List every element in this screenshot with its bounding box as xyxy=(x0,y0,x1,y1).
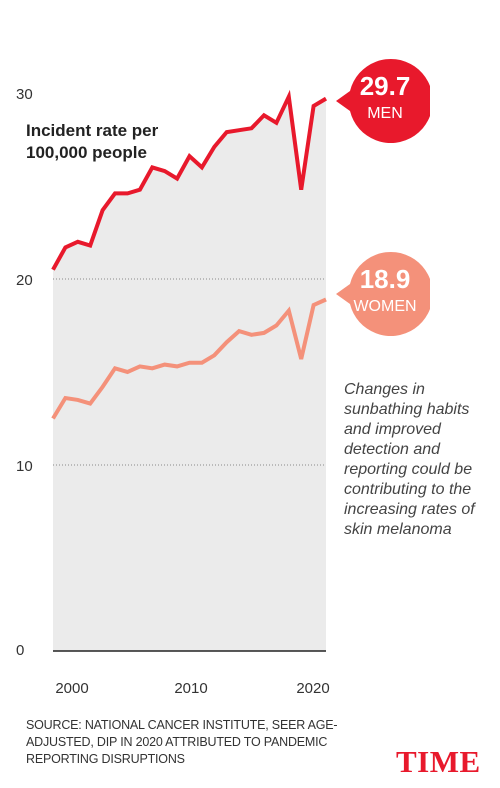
x-tick-label: 2010 xyxy=(174,680,208,697)
x-tick-label: 2020 xyxy=(296,680,330,697)
women-callout-badge xyxy=(336,252,430,336)
women-callout-value: 18.9 xyxy=(359,264,411,294)
women-callout-label: WOMEN xyxy=(353,298,417,315)
y-tick-label: 30 xyxy=(16,86,33,103)
y-tick-label: 0 xyxy=(16,642,25,659)
source-note: SOURCE: NATIONAL CANCER INSTITUTE, SEER … xyxy=(26,718,338,766)
x-tick-label: 2000 xyxy=(55,680,89,697)
y-tick-label: 10 xyxy=(16,458,33,475)
y-tick-label: 20 xyxy=(16,272,33,289)
men-value-callout: 29.7 MEN xyxy=(322,57,430,145)
women-series-line xyxy=(51,297,327,420)
chart-annotation: Changes in sunbathing habits and improve… xyxy=(344,381,475,538)
shaded-area xyxy=(53,96,326,652)
women-value-callout: 18.9 WOMEN xyxy=(322,250,430,338)
men-callout-value: 29.7 xyxy=(359,71,411,101)
y-axis-label: Incident rate per 100,000 people xyxy=(26,121,159,162)
time-logo: TIME xyxy=(396,744,481,779)
men-series-line xyxy=(51,89,328,271)
men-callout-badge xyxy=(336,59,430,143)
men-callout-label: MEN xyxy=(367,105,403,122)
